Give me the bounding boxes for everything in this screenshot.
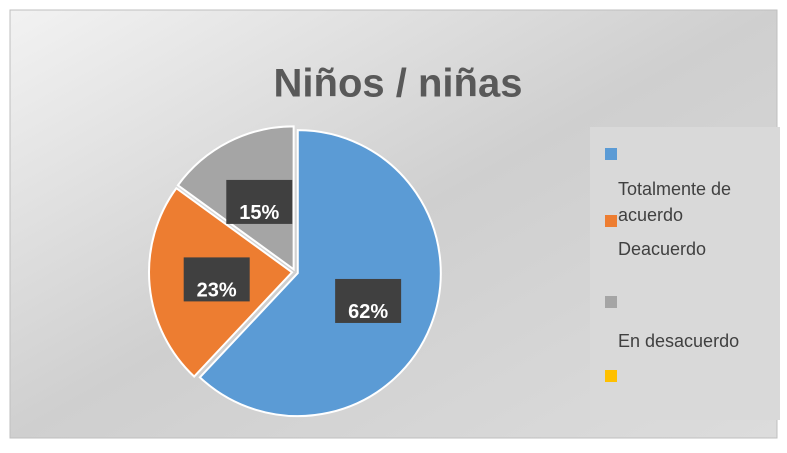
data-label-box [183, 257, 250, 302]
legend-label-box: Totalmente de acuerdo [618, 179, 732, 225]
legend-swatch [605, 296, 617, 308]
legend-swatch [605, 148, 617, 160]
pie-slice [198, 129, 442, 418]
data-label-box [335, 278, 402, 323]
legend-label: Deacuerdo [618, 239, 707, 259]
legend-swatch [605, 370, 617, 382]
legend [590, 127, 780, 420]
legend-swatch [605, 215, 617, 227]
legend-label: Totalmente de acuerdo [618, 179, 732, 225]
data-label: 23% [197, 280, 237, 302]
legend-label-box: Deacuerdo [618, 239, 707, 259]
data-label: 15% [239, 202, 279, 224]
legend-label: En desacuerdo [618, 331, 740, 351]
data-label: 62% [348, 301, 388, 323]
legend-label-box: En desacuerdo [618, 331, 740, 351]
chart-title: Niños / niñas [274, 62, 523, 106]
data-label-box [226, 179, 293, 224]
